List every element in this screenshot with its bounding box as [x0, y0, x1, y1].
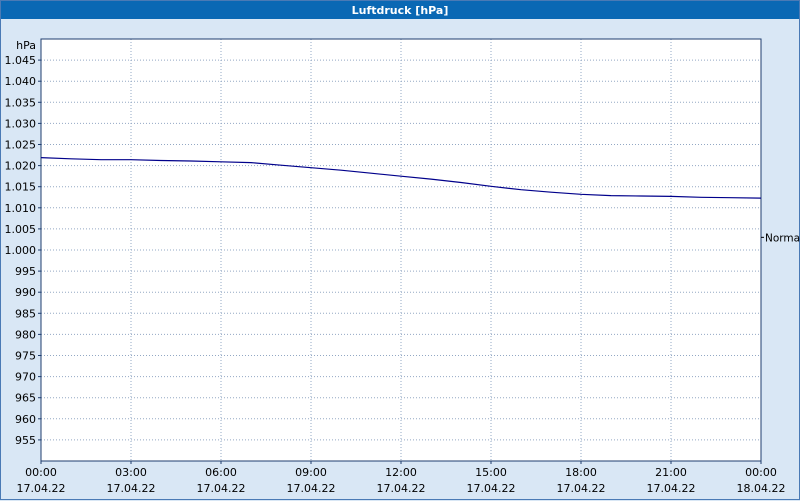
x-tick-time-label: 03:00	[115, 466, 147, 479]
title-bar: Luftdruck [hPa]	[1, 1, 799, 19]
y-tick-label: 1.005	[5, 223, 37, 236]
y-tick-label: 1.040	[5, 75, 37, 88]
x-tick-date-label: 17.04.22	[287, 482, 336, 495]
y-tick-label: 1.030	[5, 117, 37, 130]
y-tick-label: 975	[15, 350, 36, 363]
y-tick-label: 1.025	[5, 139, 37, 152]
x-tick-time-label: 15:00	[475, 466, 507, 479]
x-tick-time-label: 09:00	[295, 466, 327, 479]
y-tick-label: 985	[15, 307, 36, 320]
x-tick-date-label: 17.04.22	[647, 482, 696, 495]
x-tick-date-label: 17.04.22	[17, 482, 66, 495]
x-tick-date-label: 17.04.22	[467, 482, 516, 495]
x-tick-date-label: 17.04.22	[377, 482, 426, 495]
y-tick-label: 970	[15, 371, 36, 384]
x-tick-time-label: 18:00	[565, 466, 597, 479]
chart-title: Luftdruck [hPa]	[351, 3, 449, 17]
y-tick-label: 1.045	[5, 54, 37, 67]
x-tick-time-label: 00:00	[745, 466, 777, 479]
y-tick-label: 980	[15, 328, 36, 341]
y-tick-label: 955	[15, 434, 36, 447]
y-tick-label: 965	[15, 392, 36, 405]
y-tick-label: 1.000	[5, 244, 37, 257]
x-tick-date-label: 18.04.22	[737, 482, 786, 495]
x-tick-time-label: 06:00	[205, 466, 237, 479]
x-tick-time-label: 21:00	[655, 466, 687, 479]
normal-label: Normal	[765, 232, 800, 244]
plot-border	[40, 38, 762, 462]
y-tick-label: 960	[15, 413, 36, 426]
y-tick-label: 1.010	[5, 202, 37, 215]
x-tick-time-label: 00:00	[25, 466, 57, 479]
x-tick-date-label: 17.04.22	[197, 482, 246, 495]
x-tick-date-label: 17.04.22	[107, 482, 156, 495]
y-tick-label: 1.035	[5, 96, 37, 109]
pressure-line-chart: 1.045 1.040 1.035 1.030 1.025 1.020 1.015 1.010…	[5, 38, 800, 495]
y-tick-label: 990	[15, 286, 36, 299]
y-tick-label: 995	[15, 265, 36, 278]
y-axis-unit-label: hPa	[16, 39, 36, 52]
y-tick-label: 1.020	[5, 160, 37, 173]
x-tick-time-label: 12:00	[385, 466, 417, 479]
pressure-line	[40, 157, 762, 199]
y-tick-label: 1.015	[5, 181, 37, 194]
x-tick-date-label: 17.04.22	[557, 482, 606, 495]
